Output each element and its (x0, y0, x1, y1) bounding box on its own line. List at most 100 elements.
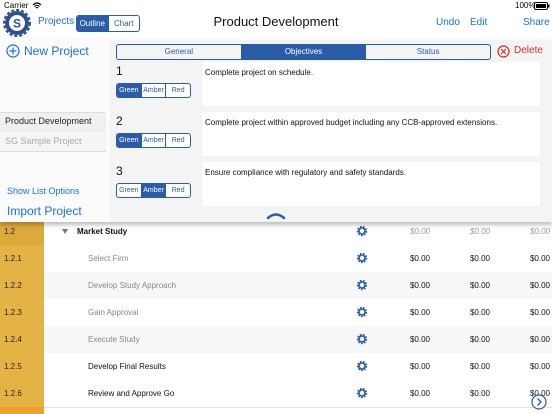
status-option[interactable]: Red (165, 134, 190, 147)
svg-text:S: S (13, 17, 21, 31)
objective-number: 2 (116, 114, 123, 128)
row-id: 1.2.4 (0, 326, 44, 353)
cost-value: $0.00 (529, 308, 550, 317)
row-id: 1.2.2 (0, 272, 44, 299)
cost-value: $0.00 (409, 389, 430, 398)
objectives-tab[interactable]: Objectives (240, 45, 366, 59)
cost-value: $0.00 (409, 281, 430, 290)
objective-text[interactable]: Complete project on schedule. (205, 68, 314, 77)
status-control: Green Amber Red (116, 183, 191, 198)
import-project-button[interactable]: Import Project (7, 204, 82, 218)
settings-gear[interactable] (356, 225, 368, 237)
status-control: Green Amber Red (116, 133, 191, 148)
cost-value: $0.00 (469, 254, 490, 263)
table-row: 1.2.3 Gain Approval $0.00 $0.00 $0.00 (0, 299, 552, 327)
objective-text-box: Ensure compliance with regulatory and sa… (202, 162, 540, 206)
general-tab[interactable]: General (164, 47, 194, 56)
app-logo[interactable]: S (3, 9, 31, 37)
status-option[interactable]: Amber (140, 184, 166, 197)
edit-button[interactable]: Edit (470, 17, 488, 28)
row-id: 1.2 (0, 218, 44, 245)
status-control: Green Amber Red (116, 83, 191, 98)
status-option[interactable]: Amber (140, 134, 166, 147)
cost-value: $0.00 (469, 389, 490, 398)
nav-title: Product Development (213, 14, 339, 29)
battery-icon (534, 2, 550, 10)
status-option[interactable]: Red (165, 184, 190, 197)
row-id: 1.2.6 (0, 380, 44, 407)
cost-value: $0.00 (469, 308, 490, 317)
chart-segment[interactable]: Chart (107, 16, 140, 31)
projects-button[interactable]: Projects (38, 16, 75, 27)
task-name[interactable]: Select Firm (88, 254, 129, 263)
cost-value: $0.00 (469, 281, 490, 290)
cost-value: $0.00 (409, 335, 430, 344)
next-row-cell (0, 407, 44, 414)
wifi-icon (32, 2, 42, 9)
table-row: 1.2.6 Review and Approve Go $0.00 $0.00 $0.0… (0, 380, 552, 408)
collapse-chevron[interactable] (266, 212, 286, 220)
status-option[interactable]: Green (117, 84, 141, 97)
objective-text-box: Complete project on schedule. (202, 62, 540, 106)
status-option[interactable]: Red (165, 84, 190, 97)
status-option[interactable]: Green (119, 187, 139, 194)
cost-value: $0.00 (409, 362, 430, 371)
disclosure-triangle[interactable] (62, 229, 68, 234)
task-name[interactable]: Develop Study Approach (88, 281, 177, 290)
task-name[interactable]: Review and Approve Go (88, 389, 175, 398)
project-item[interactable]: SG Sample Project (5, 136, 82, 146)
settings-gear[interactable] (356, 387, 368, 399)
settings-gear[interactable] (356, 306, 368, 318)
cost-value: $0.00 (409, 308, 430, 317)
row-id: 1.2.3 (0, 299, 44, 326)
cost-value: $0.00 (469, 227, 490, 236)
objective-text-box: Complete project within approved budget … (202, 112, 540, 156)
delete-button[interactable]: Delete (514, 45, 543, 56)
share-button[interactable]: Share (523, 17, 550, 28)
table-row: 1.2 Market Study $0.00 $0.00 $0.00 (0, 218, 552, 246)
outline-segment[interactable]: Outline (77, 16, 108, 31)
carrier: Carrier (4, 1, 29, 10)
task-name[interactable]: Develop Final Results (88, 362, 166, 371)
status-tab[interactable]: Status (365, 45, 490, 59)
table-row: 1.2.1 Select Firm $0.00 $0.00 $0.00 (0, 245, 552, 273)
cost-value: $0.00 (529, 389, 550, 398)
cost-value: $0.00 (529, 227, 550, 236)
objective-number: 3 (116, 164, 123, 178)
status-option[interactable]: Green (117, 134, 141, 147)
delete-icon[interactable] (497, 45, 510, 58)
project-item[interactable]: Product Development (5, 116, 92, 126)
new-project-button[interactable]: New Project (24, 44, 89, 58)
row-id: 1.2.5 (0, 353, 44, 380)
battery-level: 100% (515, 1, 536, 10)
row-id: 1.2.1 (0, 245, 44, 272)
task-name[interactable]: Gain Approval (88, 308, 139, 317)
cost-value: $0.00 (409, 227, 430, 236)
cost-value: $0.00 (529, 254, 550, 263)
status-option[interactable]: Amber (140, 84, 166, 97)
objective-text[interactable]: Ensure compliance with regulatory and sa… (205, 168, 406, 177)
task-name[interactable]: Execute Study (88, 335, 140, 344)
settings-gear[interactable] (356, 360, 368, 372)
show-list-options-button[interactable]: Show List Options (7, 186, 80, 196)
cost-value: $0.00 (409, 254, 430, 263)
task-name[interactable]: Market Study (77, 227, 128, 236)
objective-number: 1 (116, 64, 123, 78)
edit-overlay: New Project Product Development SG Sampl… (0, 38, 552, 222)
settings-gear[interactable] (356, 333, 368, 345)
scroll-button[interactable] (531, 394, 547, 410)
table-row: 1.2.4 Execute Study $0.00 $0.00 $0.00 (0, 326, 552, 354)
settings-gear[interactable] (356, 252, 368, 264)
undo-button[interactable]: Undo (436, 17, 460, 28)
cost-value: $0.00 (469, 335, 490, 344)
cost-value: $0.00 (529, 335, 550, 344)
settings-gear[interactable] (356, 279, 368, 291)
tab-control: General Objectives Status (116, 44, 491, 60)
table-row: 1.2.5 Develop Final Results $0.00 $0.00 $0.0… (0, 353, 552, 381)
view-mode-control: Outline Chart (76, 15, 140, 32)
add-icon[interactable] (6, 44, 20, 58)
objective-text[interactable]: Complete project within approved budget … (205, 118, 498, 127)
cost-value: $0.00 (529, 281, 550, 290)
